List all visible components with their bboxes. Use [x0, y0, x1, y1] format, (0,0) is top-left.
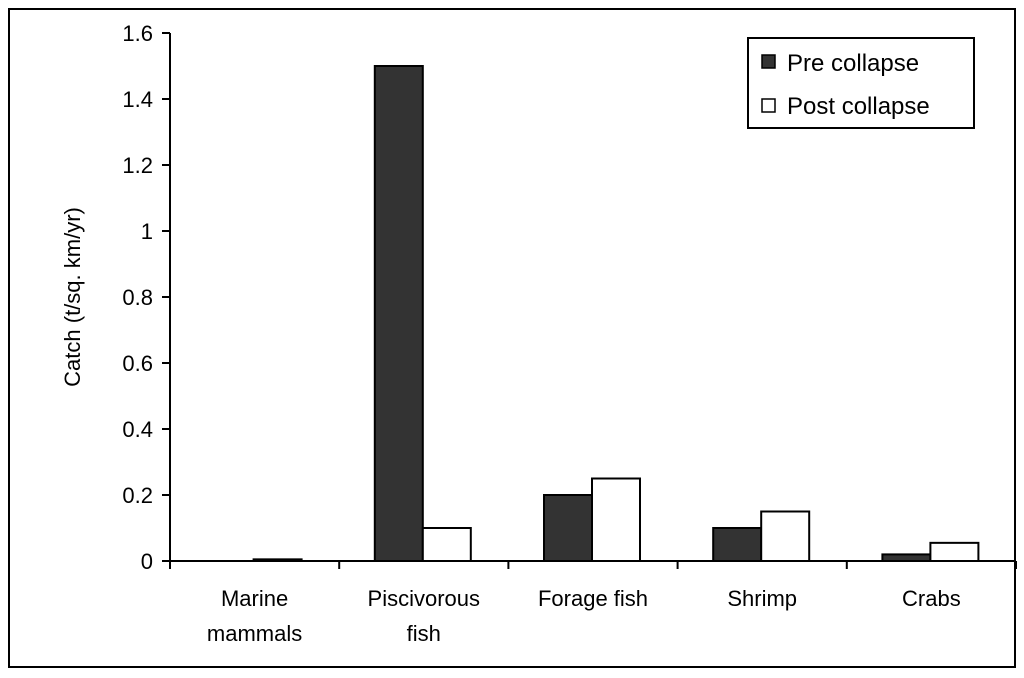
bar-pre-collapse [881, 553, 932, 563]
bar-pre-collapse [543, 494, 593, 562]
y-tick-label: 1.6 [122, 21, 153, 46]
y-tick-label: 1 [141, 219, 153, 244]
category-label: Forage fish [538, 586, 648, 611]
y-tick-label: 1.2 [122, 153, 153, 178]
y-tick-label: 0.2 [122, 483, 153, 508]
y-tick-label: 0.6 [122, 351, 153, 376]
bar-post-collapse [760, 510, 811, 562]
y-tick-label: 0.8 [122, 285, 153, 310]
plot-area: 0 0.2 0.4 0.6 0.8 1 1.2 1.4 1.6 Marine mammals Pis… [122, 21, 1017, 646]
y-axis-title: Catch (t/sq. km/yr) [60, 207, 85, 387]
legend-label-post-collapse: Post collapse [787, 93, 930, 120]
category-label: Shrimp [727, 586, 797, 611]
legend-box [747, 37, 975, 129]
bar-post-collapse [929, 541, 980, 562]
category-label: fish [407, 621, 441, 646]
y-tick-label: 0.4 [122, 417, 153, 442]
x-ticks [169, 561, 1017, 569]
category-labels: Marine mammals Piscivorous fish Forage fish S… [207, 586, 961, 646]
y-tick-label: 1.4 [122, 87, 153, 112]
legend-label-pre-collapse: Pre collapse [787, 50, 919, 77]
bars [252, 65, 980, 563]
category-label: mammals [207, 621, 302, 646]
category-label: Marine [221, 586, 288, 611]
bar-pre-collapse [712, 527, 763, 562]
legend: Pre collapse Post collapse [747, 37, 975, 129]
y-ticks: 0 0.2 0.4 0.6 0.8 1 1.2 1.4 1.6 [122, 21, 170, 574]
category-label: Piscivorous [368, 586, 480, 611]
category-label: Crabs [902, 586, 961, 611]
y-tick-label: 0 [141, 549, 153, 574]
legend-swatch-pre-collapse [761, 54, 776, 69]
bar-post-collapse [591, 477, 641, 562]
bar-post-collapse [252, 558, 303, 562]
bar-pre-collapse [373, 65, 424, 562]
legend-swatch-post-collapse [761, 98, 776, 113]
bar-post-collapse [421, 527, 472, 562]
